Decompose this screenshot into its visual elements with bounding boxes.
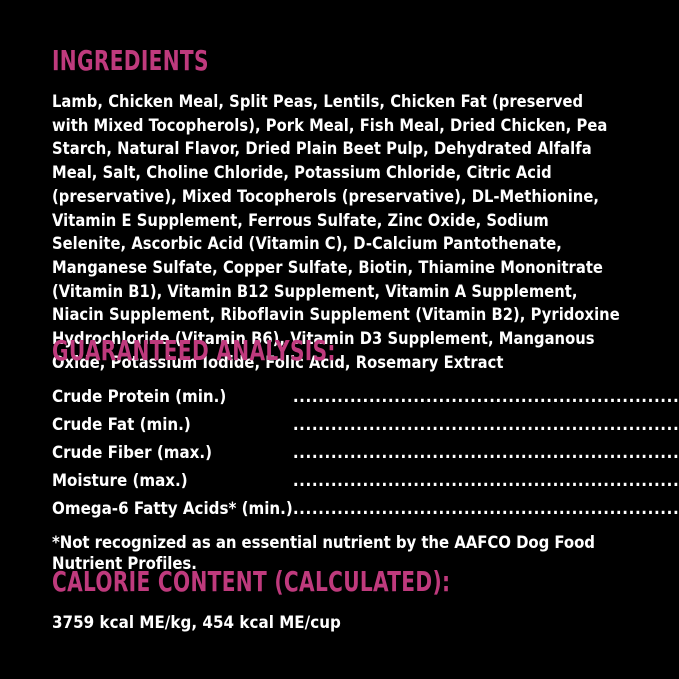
analysis-row: Crude Fiber (max.)3.5% (52, 438, 679, 466)
analysis-row-dot-leader (293, 466, 679, 494)
analysis-row-label: Crude Protein (min.) (52, 386, 227, 406)
analysis-row-dot-leader (293, 494, 679, 522)
calorie-content-heading: CALORIE CONTENT (CALCULATED): (52, 565, 451, 598)
calorie-content-section: CALORIE CONTENT (CALCULATED): 3759 kcal … (52, 568, 638, 635)
guaranteed-analysis-heading: GUARANTEED ANALYSIS: (52, 334, 336, 367)
analysis-row: Crude Protein (min.)34.0% (52, 382, 679, 410)
ingredients-heading: INGREDIENTS (52, 44, 209, 77)
analysis-row-dot-leader (293, 382, 679, 410)
analysis-row: Omega-6 Fatty Acids* (min.)2.5% (52, 494, 679, 522)
analysis-row-dot-leader (293, 410, 679, 438)
guaranteed-analysis-footnote: *Not recognized as an essential nutrient… (52, 533, 595, 573)
analysis-row: Crude Fat (min.)17.0% (52, 410, 679, 438)
analysis-row-label: Moisture (max.) (52, 470, 188, 490)
calorie-content-text: 3759 kcal ME/kg, 454 kcal ME/cup (52, 612, 341, 632)
analysis-row: Moisture (max.)10.0% (52, 466, 679, 494)
guaranteed-analysis-rows: Crude Protein (min.)34.0%Crude Fat (min.… (52, 382, 679, 522)
analysis-row-label: Crude Fat (min.) (52, 414, 191, 434)
ingredients-section: INGREDIENTS Lamb, Chicken Meal, Split Pe… (52, 47, 642, 374)
ingredients-list-text: Lamb, Chicken Meal, Split Peas, Lentils,… (52, 91, 620, 372)
guaranteed-analysis-section: GUARANTEED ANALYSIS: Crude Protein (min.… (52, 337, 638, 574)
guaranteed-analysis-table: Crude Protein (min.)34.0%Crude Fat (min.… (52, 382, 679, 522)
analysis-row-label: Crude Fiber (max.) (52, 442, 213, 462)
analysis-row-dot-leader (293, 438, 679, 466)
analysis-row-label: Omega-6 Fatty Acids* (min.) (52, 498, 293, 518)
